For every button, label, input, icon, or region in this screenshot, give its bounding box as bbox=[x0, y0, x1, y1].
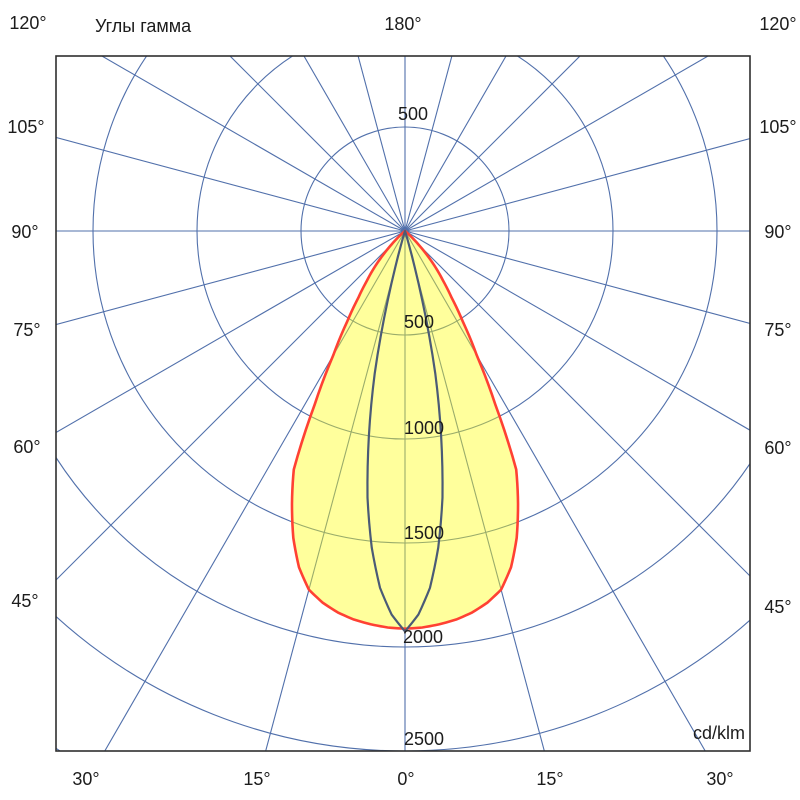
radial-value-label-500: 500 bbox=[403, 312, 435, 332]
gamma-angle-label-bottom-15L: 15° bbox=[243, 769, 271, 789]
radial-value-label-2000: 2000 bbox=[402, 627, 444, 647]
gamma-angle-label-bottom-15R: 15° bbox=[536, 769, 564, 789]
gamma-angle-label-bottom-30R: 30° bbox=[706, 769, 734, 789]
gamma-angle-label-right-45: 45° bbox=[764, 597, 792, 617]
gamma-angle-label-left-45: 45° bbox=[11, 591, 39, 611]
gamma-angle-label-right-60: 60° bbox=[764, 438, 792, 458]
radial-value-label-1500: 1500 bbox=[403, 523, 445, 543]
gamma-angle-label-left-120: 120° bbox=[9, 13, 47, 33]
chart-title: Углы гамма bbox=[95, 16, 192, 36]
radial-value-label-1000: 1000 bbox=[403, 418, 445, 438]
gamma-angle-label-left-75: 75° bbox=[13, 320, 41, 340]
gamma-angle-label-left-60: 60° bbox=[13, 437, 41, 457]
radial-value-label-500-top: 500 bbox=[397, 104, 429, 124]
photometric-curve-wide-lobe-filled bbox=[290, 229, 520, 630]
gamma-angle-label-right-120: 120° bbox=[759, 14, 797, 34]
gamma-angle-label-bottom-30L: 30° bbox=[72, 769, 100, 789]
gamma-angle-label-left-105: 105° bbox=[7, 117, 45, 137]
gamma-angle-label-left-90: 90° bbox=[11, 222, 39, 242]
gamma-angle-label-right-90: 90° bbox=[764, 222, 792, 242]
plot-frame bbox=[55, 55, 751, 752]
gamma-angle-label-top: 180° bbox=[384, 14, 422, 34]
photometric-curve-narrow-lobe-outline bbox=[366, 229, 444, 633]
gamma-angle-label-right-75: 75° bbox=[764, 320, 792, 340]
gamma-angle-label-right-105: 105° bbox=[759, 117, 797, 137]
radial-value-label-2500: 2500 bbox=[403, 729, 445, 749]
gamma-angle-label-bottom-0: 0° bbox=[397, 769, 415, 789]
unit-label: cd/klm bbox=[692, 723, 745, 743]
